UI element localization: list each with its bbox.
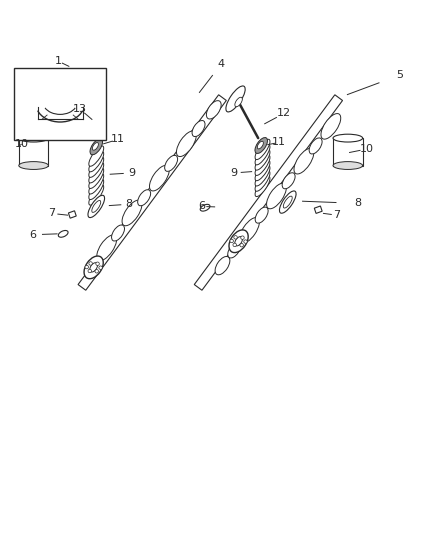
Circle shape xyxy=(99,266,102,269)
Ellipse shape xyxy=(138,190,151,206)
Bar xyxy=(14,68,106,140)
Polygon shape xyxy=(314,206,322,213)
Ellipse shape xyxy=(215,256,230,275)
Ellipse shape xyxy=(89,163,104,183)
Ellipse shape xyxy=(309,138,322,154)
Polygon shape xyxy=(194,95,343,290)
Ellipse shape xyxy=(70,98,77,108)
Ellipse shape xyxy=(255,171,270,191)
Circle shape xyxy=(240,244,244,247)
Text: 8: 8 xyxy=(355,198,362,208)
Ellipse shape xyxy=(58,230,68,237)
Text: 9: 9 xyxy=(231,168,238,178)
Ellipse shape xyxy=(206,101,221,119)
Ellipse shape xyxy=(255,144,270,165)
Ellipse shape xyxy=(279,191,296,213)
Polygon shape xyxy=(333,138,363,166)
Ellipse shape xyxy=(60,87,80,113)
Ellipse shape xyxy=(283,196,292,208)
Ellipse shape xyxy=(89,174,104,194)
Ellipse shape xyxy=(255,160,270,181)
Circle shape xyxy=(233,243,237,247)
Ellipse shape xyxy=(89,185,104,205)
Ellipse shape xyxy=(177,131,196,157)
Ellipse shape xyxy=(89,146,104,166)
Text: 7: 7 xyxy=(48,208,55,219)
Circle shape xyxy=(89,262,92,265)
Ellipse shape xyxy=(333,161,363,169)
Ellipse shape xyxy=(235,237,243,246)
Ellipse shape xyxy=(321,114,341,139)
Ellipse shape xyxy=(89,179,104,199)
Polygon shape xyxy=(19,138,48,166)
Circle shape xyxy=(230,239,233,243)
Text: 1: 1 xyxy=(54,56,61,66)
Ellipse shape xyxy=(255,166,270,186)
Ellipse shape xyxy=(255,138,268,154)
Ellipse shape xyxy=(90,263,98,272)
Ellipse shape xyxy=(89,157,104,177)
Ellipse shape xyxy=(226,86,245,112)
Circle shape xyxy=(95,270,99,273)
Ellipse shape xyxy=(192,120,205,136)
Text: 8: 8 xyxy=(125,199,132,209)
Polygon shape xyxy=(68,211,76,218)
Circle shape xyxy=(244,240,247,243)
Ellipse shape xyxy=(89,168,104,189)
Circle shape xyxy=(85,265,88,269)
Ellipse shape xyxy=(112,225,124,241)
Ellipse shape xyxy=(19,134,48,142)
Circle shape xyxy=(88,269,92,273)
Polygon shape xyxy=(78,95,226,290)
Text: 11: 11 xyxy=(272,138,286,148)
Text: 11: 11 xyxy=(111,134,125,144)
Circle shape xyxy=(96,262,99,265)
Ellipse shape xyxy=(240,217,259,243)
Ellipse shape xyxy=(165,155,177,172)
Ellipse shape xyxy=(255,176,270,197)
Text: 6: 6 xyxy=(29,230,36,240)
Ellipse shape xyxy=(257,141,263,149)
Ellipse shape xyxy=(19,161,48,169)
Ellipse shape xyxy=(255,155,270,175)
Ellipse shape xyxy=(228,242,241,258)
Ellipse shape xyxy=(200,204,210,211)
Text: 7: 7 xyxy=(333,210,340,220)
Ellipse shape xyxy=(294,148,314,174)
Ellipse shape xyxy=(149,165,169,191)
Ellipse shape xyxy=(235,97,242,107)
Ellipse shape xyxy=(84,256,103,279)
Text: 5: 5 xyxy=(396,70,403,80)
Ellipse shape xyxy=(255,139,270,159)
Ellipse shape xyxy=(255,207,268,223)
Text: 13: 13 xyxy=(73,104,87,114)
Ellipse shape xyxy=(255,150,270,170)
Text: 6: 6 xyxy=(198,201,205,212)
Ellipse shape xyxy=(229,230,248,253)
Text: 9: 9 xyxy=(128,168,135,178)
Text: 10: 10 xyxy=(15,139,29,149)
Text: 12: 12 xyxy=(277,108,291,118)
Ellipse shape xyxy=(92,142,99,150)
Text: 10: 10 xyxy=(360,144,374,154)
Ellipse shape xyxy=(92,200,101,212)
Ellipse shape xyxy=(90,139,102,155)
Ellipse shape xyxy=(282,173,295,189)
Circle shape xyxy=(234,236,237,239)
Text: 4: 4 xyxy=(218,59,225,69)
Circle shape xyxy=(241,236,244,239)
Ellipse shape xyxy=(267,183,286,209)
Ellipse shape xyxy=(333,134,363,142)
Ellipse shape xyxy=(89,151,104,172)
Ellipse shape xyxy=(122,200,142,226)
Ellipse shape xyxy=(97,235,117,261)
Ellipse shape xyxy=(88,195,105,217)
